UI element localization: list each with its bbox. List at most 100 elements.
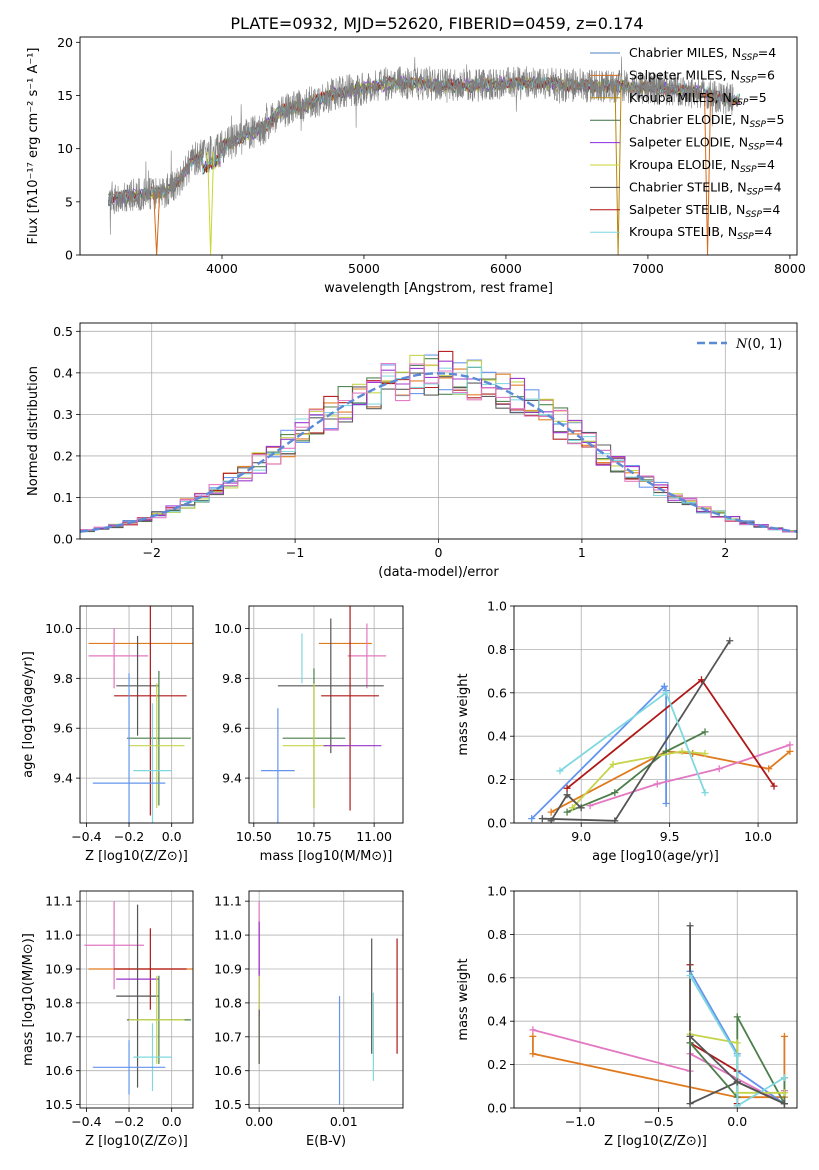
weight-marker xyxy=(733,1102,741,1108)
legend-label-sub: SSP xyxy=(737,232,754,242)
y-tick-label: 0.5 xyxy=(53,324,73,339)
y-tick-label: 9.6 xyxy=(222,721,242,736)
weight-marker xyxy=(780,1100,788,1108)
legend-label-sub: SSP xyxy=(741,53,758,63)
dropout-line xyxy=(704,93,712,255)
legend-label-main: Salpeter ELODIE, N xyxy=(629,135,748,150)
y-tick-label: 0.1 xyxy=(53,490,73,505)
x-tick-label: 10.75 xyxy=(296,829,332,844)
weight-marker xyxy=(678,747,686,755)
y-tick-label: 10.0 xyxy=(45,621,73,636)
axes-age_vs_Z: −0.4 −0.2 0.0 9.4 9.6 9.8 10.0 Z [log10(Z/Z⊙)] a… xyxy=(21,606,193,864)
legend-label-sub: SSP xyxy=(748,143,765,153)
legend-label-post: =4 xyxy=(758,45,776,60)
x-tick-label: 6000 xyxy=(490,261,522,276)
y-axis-label: mass [log10(M/M⊙)] xyxy=(21,933,36,1066)
y-tick-label: 11.1 xyxy=(214,894,242,909)
weight-marker xyxy=(611,789,619,797)
weight-marker xyxy=(662,799,670,807)
weight-marker xyxy=(653,780,661,788)
weight-marker xyxy=(733,1039,741,1047)
y-tick-label: 10.6 xyxy=(45,1063,73,1078)
weight-marker xyxy=(662,689,670,697)
y-tick-label: 20 xyxy=(57,35,73,50)
legend-label: Kroupa ELODIE, NSSP=4 xyxy=(629,157,775,175)
weight-marker xyxy=(701,750,709,758)
x-axis-label: mass [log10(M/M⊙)] xyxy=(260,849,393,864)
x-tick-label: −0.2 xyxy=(114,829,144,844)
axes-mass_vs_Z: −0.4 −0.2 0.0 10.5 10.6 10.7 10.8 10.9 11.0 11.1 Z… xyxy=(21,891,193,1149)
y-axis-label: Flux [fλ10⁻¹⁷ erg cm⁻² s⁻¹ A⁻¹] xyxy=(26,48,41,245)
y-tick-label: 15 xyxy=(57,88,73,103)
legend-label-sub: SSP xyxy=(740,165,757,175)
legend-label: Salpeter ELODIE, NSSP=4 xyxy=(629,135,783,153)
legend-label-main: Chabrier STELIB, N xyxy=(629,179,747,194)
x-tick-label: 0.0 xyxy=(727,1114,747,1129)
y-tick-label: 0.8 xyxy=(487,642,507,657)
y-tick-label: 11.1 xyxy=(45,894,73,909)
weight-marker xyxy=(547,808,555,816)
histogram-series xyxy=(80,372,797,533)
y-tick-label: 0.0 xyxy=(53,532,73,547)
x-axis-label: (data-model)/error xyxy=(378,565,499,580)
dropout-line xyxy=(207,151,215,255)
legend-label-sub: SSP xyxy=(749,120,766,130)
x-axis-label: Z [log10(Z/Z⊙)] xyxy=(85,1134,188,1149)
legend-label-sub: SSP xyxy=(740,75,757,85)
legend-label-post: =5 xyxy=(766,112,784,127)
weight-marker xyxy=(563,791,571,799)
weight-marker xyxy=(733,1013,741,1021)
x-tick-label: −0.4 xyxy=(71,829,101,844)
y-tick-label: 0.2 xyxy=(487,1057,507,1072)
weight-marker xyxy=(529,1026,537,1034)
legend-label: Chabrier MILES, NSSP=4 xyxy=(629,45,776,63)
normal-reference-curve xyxy=(80,372,797,533)
y-tick-label: 10.0 xyxy=(214,621,242,636)
axes-frame xyxy=(79,36,798,256)
observed-spectrum xyxy=(108,56,734,235)
legend-label-post: =4 xyxy=(757,157,775,172)
legend-label: Kroupa STELIB, NSSP=4 xyxy=(629,224,772,242)
x-tick-label: −0.5 xyxy=(643,1114,673,1129)
y-tick-label: 0.6 xyxy=(487,685,507,700)
legend-label-sub: SSP xyxy=(747,187,764,197)
x-tick-label: 0 xyxy=(435,545,443,560)
weight-series-line xyxy=(531,684,667,820)
legend-label-main: Chabrier MILES, N xyxy=(629,45,741,60)
x-tick-label: 10.0 xyxy=(744,829,772,844)
y-tick-label: 0.0 xyxy=(487,816,507,831)
weight-lines xyxy=(529,922,788,1108)
y-tick-label: 0.4 xyxy=(487,729,507,744)
weight-marker xyxy=(556,767,564,775)
x-tick-label: 11.00 xyxy=(356,829,392,844)
y-tick-label: 0.3 xyxy=(53,407,73,422)
axes-frame xyxy=(79,322,798,540)
weight-marker xyxy=(701,789,709,797)
legend-label: N(0, 1) xyxy=(735,337,782,352)
weight-marker xyxy=(538,815,546,823)
y-tick-label: 10.5 xyxy=(214,1097,242,1112)
y-tick-label: 10 xyxy=(57,141,73,156)
y-tick-label: 10.5 xyxy=(45,1097,73,1112)
y-tick-label: 0.2 xyxy=(487,772,507,787)
legend-args: (0, 1) xyxy=(747,337,782,352)
legend-label-post: =6 xyxy=(757,67,775,82)
legend-label-post: =4 xyxy=(762,202,780,217)
weight-marker xyxy=(686,1032,694,1040)
y-tick-label: 0.6 xyxy=(487,970,507,985)
weight-lines xyxy=(528,637,794,823)
y-tick-label: 0.0 xyxy=(487,1101,507,1116)
x-tick-label: −2 xyxy=(142,545,160,560)
y-tick-label: 0.4 xyxy=(53,365,73,380)
weight-marker xyxy=(660,682,668,690)
axes-frame xyxy=(513,605,798,824)
weight-marker xyxy=(770,782,778,790)
y-tick-label: 11.0 xyxy=(214,928,242,943)
y-tick-label: 10.6 xyxy=(214,1063,242,1078)
x-tick-label: 0.01 xyxy=(330,1114,358,1129)
x-axis-label: wavelength [Angstrom, rest frame] xyxy=(324,281,553,296)
y-tick-label: 5 xyxy=(65,194,73,209)
y-tick-label: 0.4 xyxy=(487,1014,507,1029)
weight-marker xyxy=(686,922,694,930)
